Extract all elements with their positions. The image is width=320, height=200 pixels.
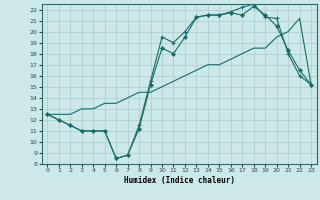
X-axis label: Humidex (Indice chaleur): Humidex (Indice chaleur) <box>124 176 235 185</box>
